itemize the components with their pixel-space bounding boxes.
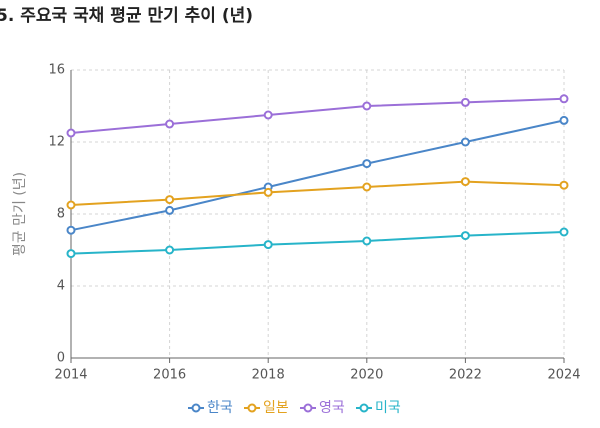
y-tick-label: 0 <box>57 351 65 366</box>
data-point <box>559 180 569 190</box>
data-point <box>559 115 569 125</box>
data-point <box>559 227 569 237</box>
y-tick-label: 16 <box>48 63 65 78</box>
data-point <box>66 225 76 235</box>
legend-marker <box>303 403 313 413</box>
legend-label: 미국 <box>375 400 401 416</box>
data-point <box>362 101 372 111</box>
x-tick-label: 2018 <box>252 368 285 383</box>
legend-label: 일본 <box>263 400 289 416</box>
legend-marker <box>359 403 369 413</box>
legend-marker <box>247 403 257 413</box>
y-tick-label: 8 <box>57 207 65 222</box>
x-tick-label: 2016 <box>153 368 186 383</box>
data-point <box>66 200 76 210</box>
data-point <box>66 249 76 259</box>
data-point <box>165 119 175 129</box>
data-point <box>165 195 175 205</box>
data-point <box>165 245 175 255</box>
data-point <box>460 177 470 187</box>
data-point <box>165 205 175 215</box>
data-point <box>362 236 372 246</box>
legend-marker <box>191 403 201 413</box>
x-tick-label: 2020 <box>350 368 383 383</box>
x-tick-label: 2022 <box>449 368 482 383</box>
series-line <box>70 231 565 255</box>
legend-label: 한국 <box>207 400 233 416</box>
y-tick-label: 12 <box>48 135 65 150</box>
series-line <box>70 180 565 206</box>
series-line <box>70 97 565 134</box>
y-tick-label: 4 <box>57 279 65 294</box>
legend-label: 영국 <box>319 400 345 416</box>
data-point <box>362 159 372 169</box>
chart-title: 5. 주요국 국채 평균 만기 추이 (년) <box>0 6 253 26</box>
data-point <box>263 240 273 250</box>
data-point <box>559 94 569 104</box>
data-point <box>66 128 76 138</box>
x-tick-label: 2024 <box>547 368 580 383</box>
data-point <box>263 110 273 120</box>
data-point <box>460 97 470 107</box>
data-point <box>460 137 470 147</box>
data-point <box>460 231 470 241</box>
series-line <box>70 119 565 232</box>
data-point <box>263 187 273 197</box>
y-axis-label: 평균 만기 (년) <box>12 172 28 256</box>
x-tick-label: 2014 <box>54 368 87 383</box>
data-point <box>362 182 372 192</box>
